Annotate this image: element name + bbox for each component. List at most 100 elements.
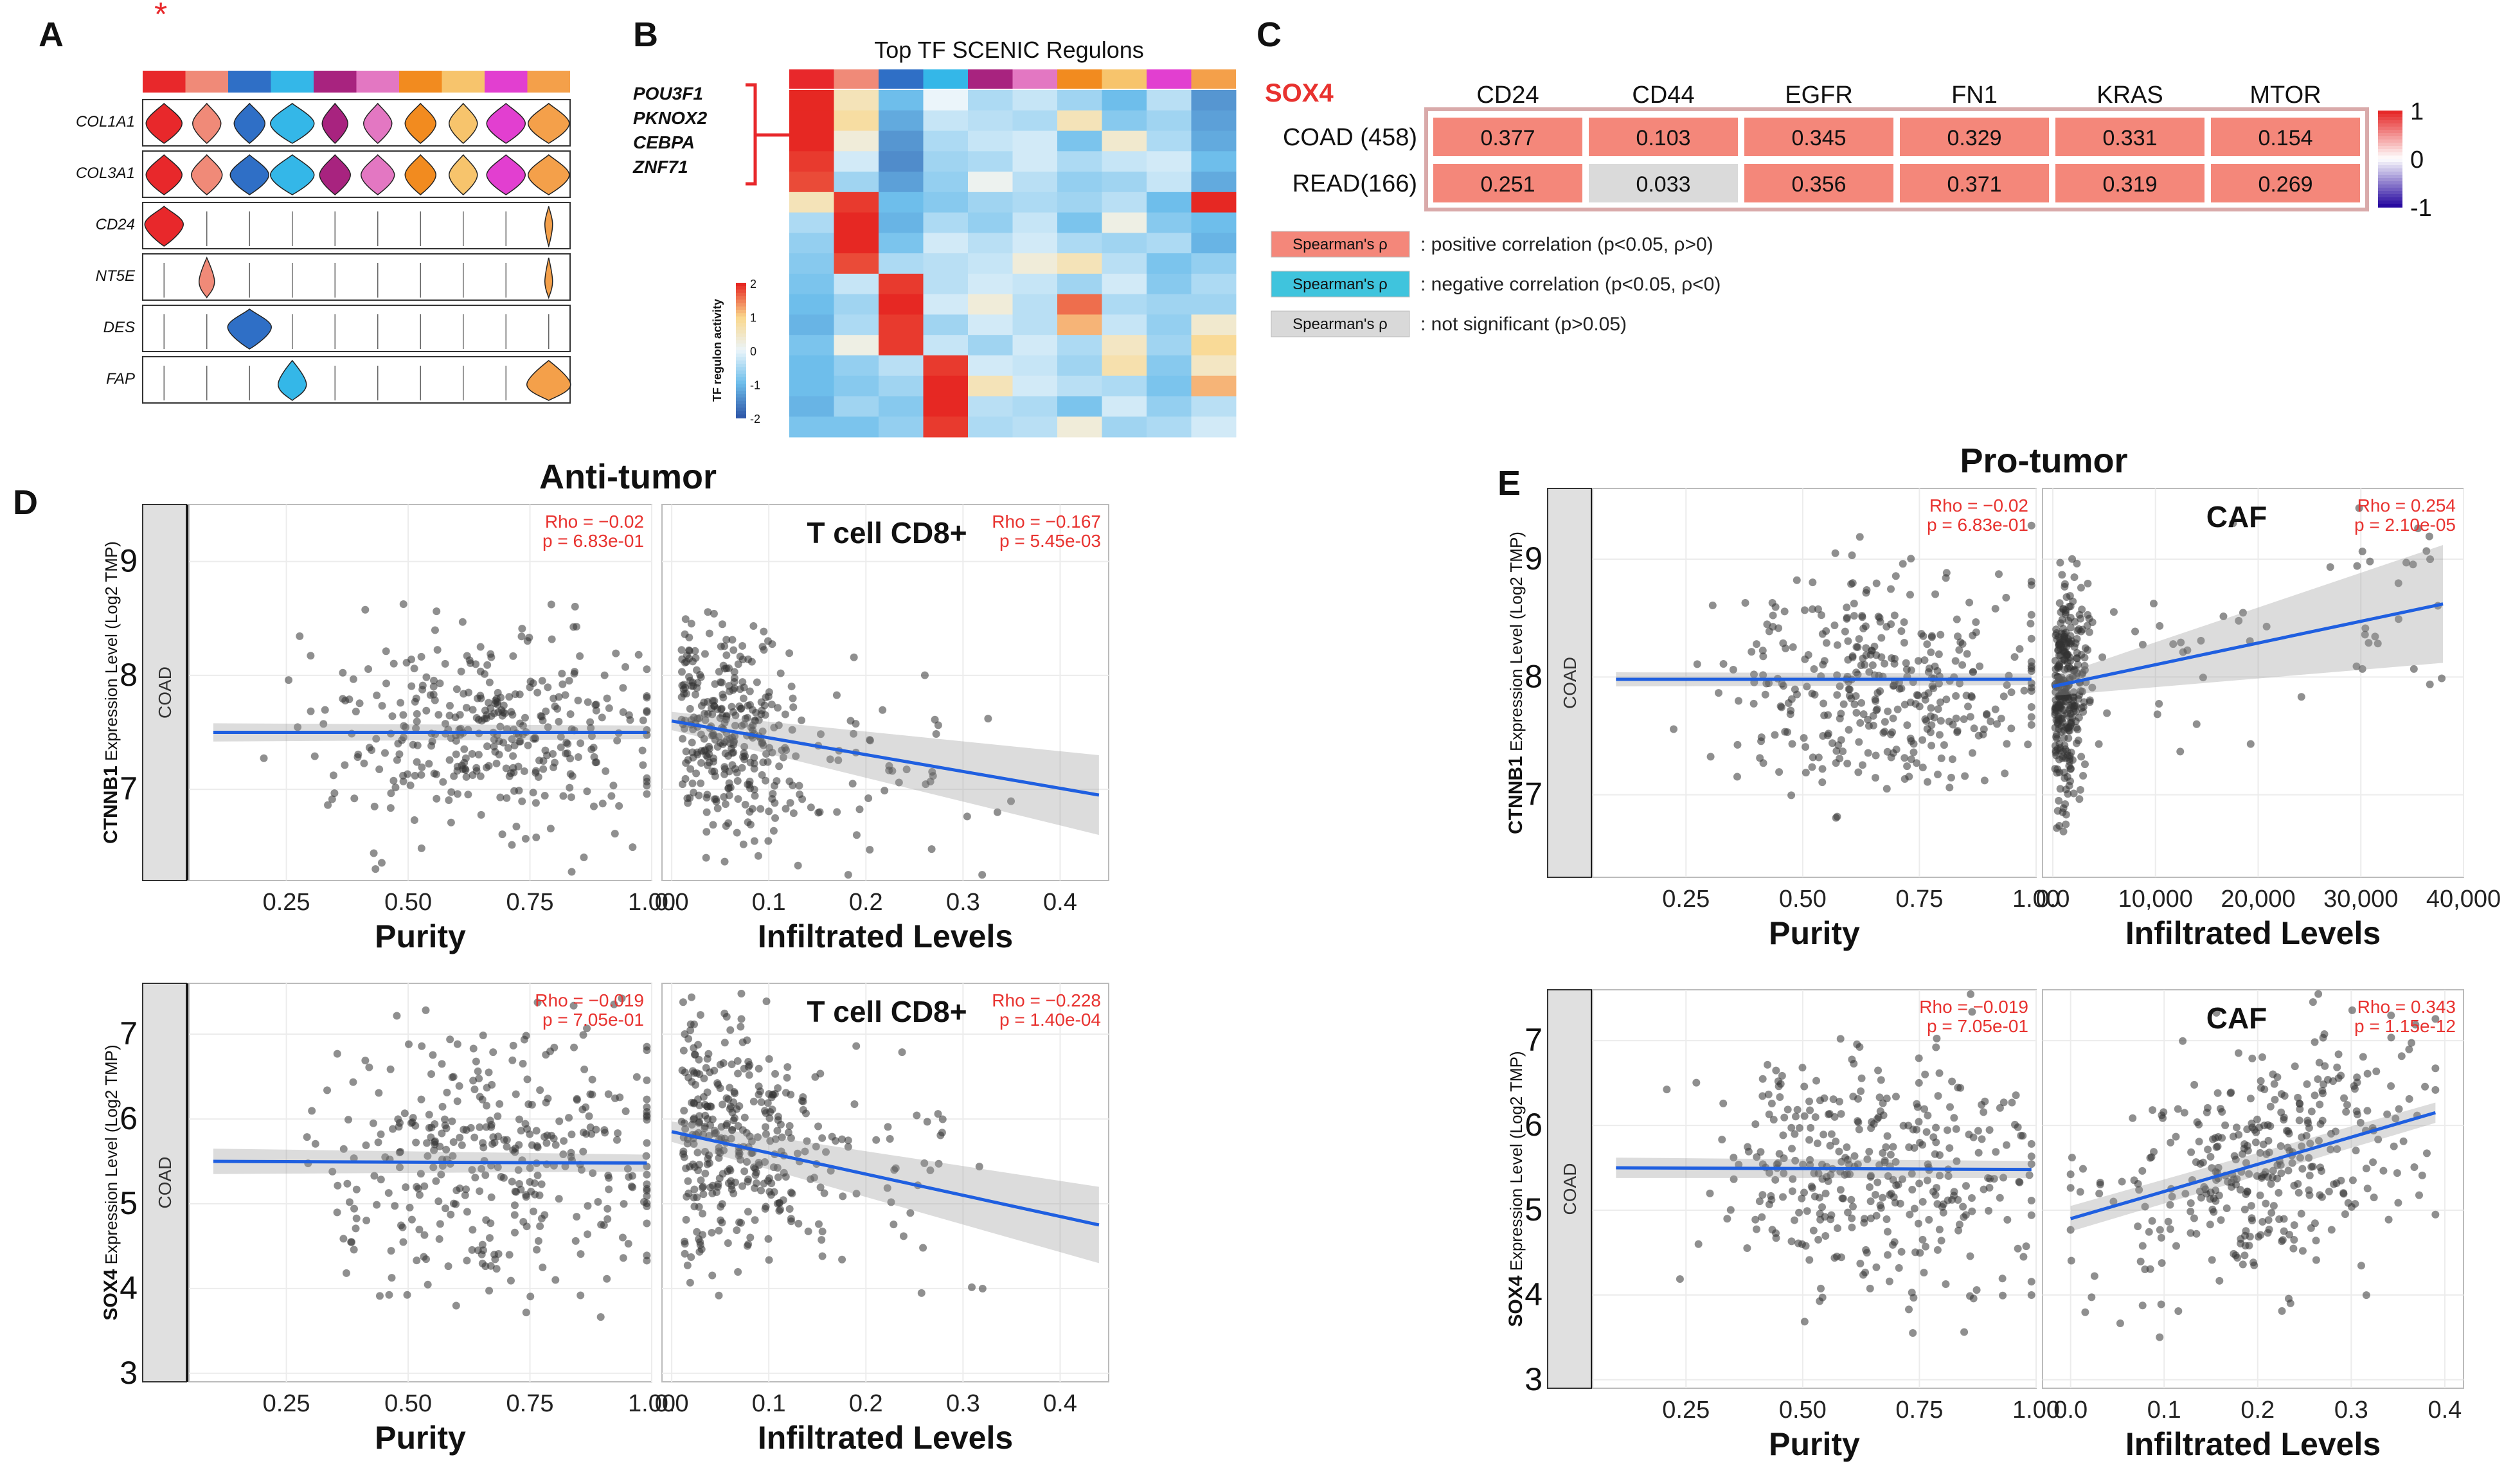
data-point: [975, 1163, 983, 1171]
colorbar-tick: -2: [750, 413, 760, 425]
data-point: [472, 767, 481, 775]
p-value: p = 6.83e-01: [542, 531, 644, 551]
data-point: [453, 1097, 461, 1105]
data-point: [490, 709, 498, 717]
heatmap-cell: [1147, 172, 1192, 193]
data-point: [613, 1136, 621, 1144]
data-point: [2290, 1221, 2298, 1229]
data-point: [1858, 761, 1866, 769]
data-point: [2027, 662, 2035, 670]
scale-tick: 0: [2410, 147, 2424, 174]
data-point: [1781, 728, 1789, 736]
y-tick-label: 8: [120, 657, 138, 693]
data-point: [771, 1090, 779, 1098]
data-point: [1821, 1232, 1830, 1240]
data-point: [1857, 699, 1866, 707]
data-point: [1718, 1136, 1726, 1144]
data-point: [984, 715, 992, 723]
data-point: [751, 1184, 759, 1192]
x-tick-label: 0.2: [849, 1390, 883, 1417]
heatmap-cell: [923, 253, 969, 274]
data-point: [2084, 611, 2092, 619]
data-point: [1900, 701, 1909, 709]
data-point: [2206, 1220, 2214, 1229]
data-point: [541, 746, 550, 755]
heatmap-cell: [1102, 151, 1147, 172]
y-axis-unit: Expression Level (Log2 TMP): [1507, 1051, 1526, 1275]
data-point: [1825, 1109, 1834, 1118]
data-point: [307, 652, 315, 660]
data-point: [2222, 1204, 2231, 1213]
data-point: [1751, 1120, 1760, 1129]
data-point: [429, 1051, 437, 1059]
column-header: MTOR: [2249, 82, 2321, 109]
data-point: [395, 750, 404, 758]
data-point: [726, 1026, 735, 1034]
data-point: [2350, 1082, 2358, 1090]
data-point: [1859, 624, 1868, 632]
heatmap-cell: [923, 90, 969, 111]
heatmap-cell: [1147, 90, 1192, 111]
heatmap-cell: [1191, 212, 1237, 233]
data-point: [456, 1133, 464, 1141]
colorbar-step: [736, 343, 746, 348]
data-point: [639, 716, 647, 724]
data-point: [1848, 1202, 1857, 1211]
scale-step: [2378, 165, 2402, 169]
data-point: [536, 1222, 544, 1230]
data-point: [693, 1228, 701, 1236]
data-point: [2362, 1165, 2370, 1173]
data-point: [2323, 1075, 2332, 1084]
data-point: [2362, 1291, 2370, 1300]
data-point: [2246, 740, 2255, 748]
data-point: [2156, 1333, 2164, 1341]
data-point: [803, 1137, 811, 1145]
data-point: [1823, 731, 1832, 740]
data-point: [1775, 768, 1784, 776]
data-point: [2344, 1199, 2352, 1207]
data-point: [1954, 1084, 1962, 1092]
violin-shape: [145, 102, 183, 144]
data-point: [2052, 747, 2060, 755]
data-point: [765, 688, 773, 696]
data-point: [2066, 623, 2075, 632]
data-point: [2243, 1187, 2251, 1195]
data-point: [2431, 1210, 2440, 1219]
data-point: [1787, 791, 1796, 800]
heatmap-cell: [1012, 375, 1058, 397]
data-point: [708, 1228, 716, 1237]
data-point: [2297, 1210, 2305, 1218]
data-point: [781, 710, 789, 719]
scale-step: [2378, 194, 2402, 198]
data-point: [718, 678, 726, 686]
data-point: [1843, 603, 1851, 612]
data-point: [2341, 1210, 2349, 1219]
data-point: [1848, 1055, 1856, 1064]
data-point: [1818, 765, 1827, 773]
data-point: [718, 620, 726, 629]
data-point: [1895, 1264, 1903, 1272]
data-point: [855, 805, 864, 814]
data-point: [2055, 599, 2064, 607]
data-point: [499, 738, 508, 747]
data-point: [341, 761, 349, 769]
data-point: [544, 723, 552, 731]
data-point: [364, 665, 373, 673]
data-point: [526, 1130, 534, 1138]
data-point: [1830, 621, 1839, 629]
data-point: [698, 1184, 706, 1192]
data-point: [750, 837, 758, 845]
data-point: [1811, 690, 1819, 699]
data-point: [1694, 1240, 1703, 1248]
data-point: [345, 695, 353, 704]
data-point: [1663, 1086, 1671, 1094]
data-point: [1768, 599, 1776, 607]
scale-step: [2378, 175, 2402, 179]
data-point: [2266, 1122, 2275, 1131]
data-point: [1980, 776, 1989, 785]
data-point: [1939, 1208, 1947, 1217]
heatmap-cell: [789, 110, 834, 132]
data-point: [2284, 1127, 2293, 1136]
heatmap-cell: [1191, 192, 1237, 213]
